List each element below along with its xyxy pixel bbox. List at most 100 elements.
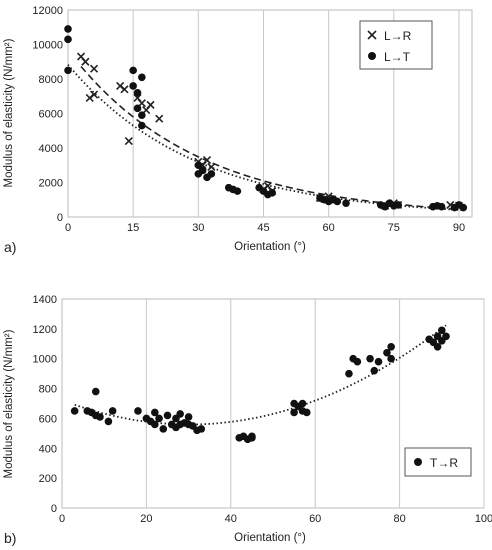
legend-marker-x-icon <box>367 30 377 40</box>
y-tick-label: 6000 <box>39 109 63 121</box>
data-point-circle <box>302 408 311 417</box>
data-point-circle <box>459 203 468 212</box>
x-tick-label: 0 <box>59 513 65 525</box>
chart-a-legend-box <box>359 20 433 70</box>
data-point-circle <box>353 357 362 366</box>
data-point-circle <box>290 408 298 417</box>
data-point-x <box>207 162 216 172</box>
legend-label-l-t: L→T <box>384 50 411 64</box>
data-point-circle <box>64 35 72 44</box>
x-tick-label: 90 <box>453 222 465 234</box>
data-point-circle <box>438 326 446 335</box>
y-tick-label: 400 <box>39 443 57 455</box>
y-tick-label: 8000 <box>39 74 63 86</box>
data-point-circle <box>437 202 446 211</box>
x-tick-label: 15 <box>127 222 139 234</box>
y-tick-label: 2000 <box>39 178 63 190</box>
data-point-circle <box>91 387 100 396</box>
x-tick-label: 30 <box>192 222 204 234</box>
chart-a: 0 2000 4000 6000 8000 10000 12000 0 15 30 45 60 75 9… <box>3 5 473 255</box>
data-point-circle <box>108 407 117 415</box>
data-point-circle <box>133 104 142 113</box>
y-tick-label: 0 <box>57 212 63 224</box>
chart-b-trendlines <box>74 324 447 426</box>
data-point-x <box>81 57 90 66</box>
data-point-circle <box>268 189 276 197</box>
data-point-circle <box>176 410 184 418</box>
data-point-circle <box>64 25 72 33</box>
data-point-circle <box>298 399 307 408</box>
chart-a-ylabel: Modulus of elasticity (N/mm²) <box>3 38 15 187</box>
chart-b-panel-label: b) <box>4 530 16 546</box>
data-point-circle <box>159 425 168 433</box>
data-point-circle <box>129 66 137 75</box>
y-tick-label: 1000 <box>33 354 57 366</box>
chart-b-xlabel: Orientation (°) <box>234 532 306 544</box>
data-point-circle <box>96 413 104 421</box>
data-point-circle <box>394 201 402 209</box>
data-point-circle <box>387 342 395 351</box>
data-point-circle <box>374 357 383 366</box>
data-point-circle <box>138 121 146 130</box>
data-point-circle <box>207 170 216 178</box>
data-point-x <box>146 100 155 109</box>
data-point-circle <box>383 348 391 357</box>
data-point-circle <box>342 199 350 207</box>
y-tick-label: 12000 <box>32 5 63 17</box>
x-tick-label: 45 <box>257 222 269 234</box>
x-tick-label: 100 <box>475 513 492 525</box>
y-tick-label: 200 <box>39 473 57 485</box>
data-point-circle <box>155 414 163 423</box>
y-tick-label: 4000 <box>39 143 63 155</box>
chart-b-y-ticks: 0 200 400 600 800 1000 1200 1400 <box>33 294 57 515</box>
data-point-circle <box>184 413 193 421</box>
data-point-circle <box>442 332 450 341</box>
x-tick-label: 60 <box>309 513 321 525</box>
data-point-x <box>89 90 99 99</box>
data-point-circle <box>129 82 137 90</box>
data-point-circle <box>387 354 395 363</box>
data-point-x <box>202 156 212 165</box>
chart-a-xlabel: Orientation (°) <box>234 241 306 253</box>
y-tick-label: 1400 <box>33 294 57 306</box>
data-point-circle <box>64 66 72 75</box>
data-point-x <box>155 114 164 123</box>
y-tick-label: 0 <box>51 503 57 515</box>
data-point-circle <box>133 89 142 97</box>
data-point-x <box>120 85 129 94</box>
data-point-circle <box>370 366 379 375</box>
data-point-circle <box>151 420 159 429</box>
data-point-circle <box>151 408 159 417</box>
data-point-circle <box>194 161 203 170</box>
chart-b-plot-border <box>61 298 485 509</box>
legend-marker-circle-icon <box>368 52 376 60</box>
chart-a-x-ticks: 0 15 30 45 60 75 90 <box>65 222 465 234</box>
legend-marker-circle-icon <box>414 458 422 466</box>
chart-a-points <box>64 25 468 212</box>
y-tick-label: 1200 <box>33 324 57 336</box>
legend-label-t-r: T→R <box>430 456 458 470</box>
x-tick-label: 20 <box>140 513 152 525</box>
data-point-circle <box>134 407 142 415</box>
data-point-circle <box>163 411 172 420</box>
legend-label-l-r: L→R <box>384 29 412 43</box>
x-tick-label: 80 <box>393 513 405 525</box>
trendline-dotted <box>74 324 447 426</box>
x-tick-label: 75 <box>388 222 400 234</box>
chart-b-legend: T→R <box>404 447 472 477</box>
y-tick-label: 10000 <box>32 40 63 52</box>
data-point-circle <box>197 425 206 433</box>
x-tick-label: 40 <box>225 513 237 525</box>
chart-b: 0 200 400 600 800 1000 1200 1400 0 20 40 60 80 100 M… <box>3 294 492 546</box>
chart-a-legend: L→R L→T <box>359 20 433 70</box>
y-tick-label: 800 <box>39 384 57 396</box>
chart-b-x-ticks: 0 20 40 60 80 100 <box>59 513 492 525</box>
chart-a-plot-border <box>67 9 473 218</box>
data-point-circle <box>138 73 146 82</box>
data-point-circle <box>138 111 146 120</box>
chart-b-ylabel: Modulus of elasticity (N/mm²) <box>3 329 15 478</box>
chart-b-points <box>70 326 450 444</box>
data-point-circle <box>233 187 242 195</box>
data-point-circle <box>198 166 207 175</box>
chart-a-y-ticks: 0 2000 4000 6000 8000 10000 12000 <box>32 5 63 224</box>
